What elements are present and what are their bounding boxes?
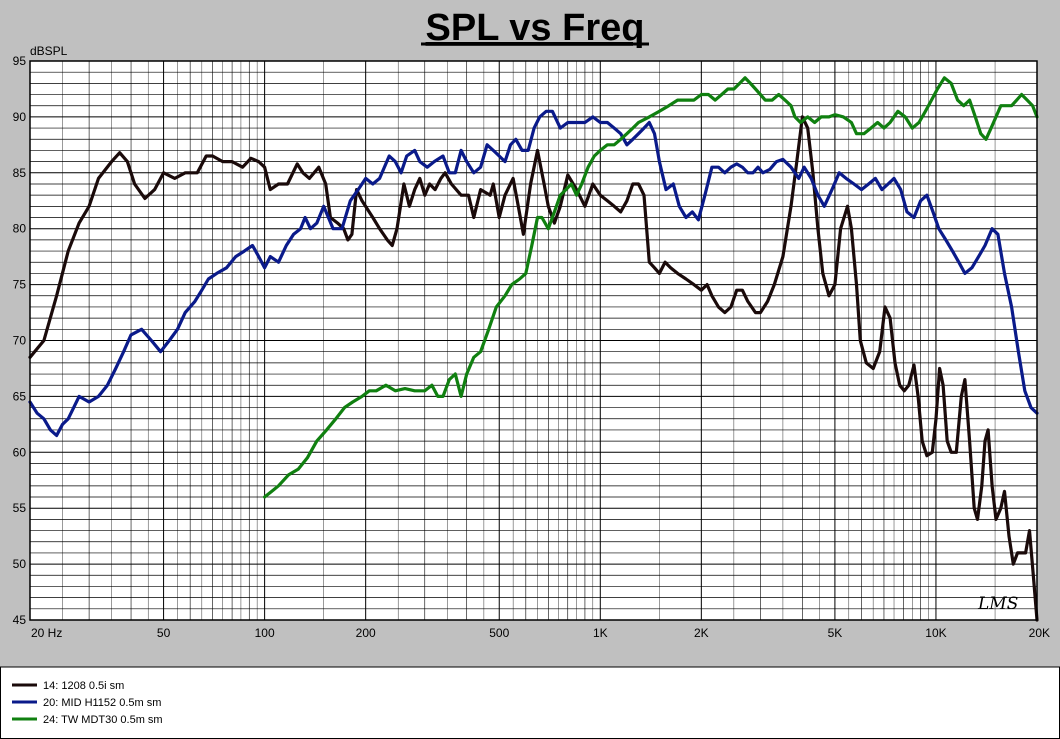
y-tick-label: 85 <box>13 166 27 180</box>
x-tick-label: 50 <box>157 626 171 640</box>
legend-label: 20: MID H1152 0.5m sm <box>43 697 161 709</box>
y-tick-label: 80 <box>13 222 27 236</box>
chart-title: SPL vs Freq <box>426 7 645 49</box>
legend: 14: 1208 0.5i sm 20: MID H1152 0.5m sm 24:… <box>12 680 163 726</box>
plot-frame <box>29 60 1038 621</box>
series-line-3 <box>263 76 1039 499</box>
x-tick-label: 1K <box>593 626 608 640</box>
legend-entry: 14: 1208 0.5i sm <box>12 680 124 692</box>
x-tick-label: 100 <box>255 626 275 640</box>
x-tick-labels: 20 Hz 50 100 200 500 1K 2K 5K 10K 20K <box>31 626 1050 640</box>
y-tick-label: 50 <box>13 557 27 571</box>
series-line-2 <box>28 109 1039 438</box>
y-tick-label: 95 <box>13 54 27 68</box>
y-tick-label: 75 <box>13 278 27 292</box>
x-tick-label: 20K <box>1029 626 1050 640</box>
y-tick-label: 70 <box>13 334 27 348</box>
legend-entry: 24: TW MDT30 0.5m sm <box>12 714 163 726</box>
x-tick-label: 10K <box>925 626 946 640</box>
legend-entry: 20: MID H1152 0.5m sm <box>12 697 161 709</box>
y-axis-label: dBSPL <box>30 44 68 58</box>
y-tick-label: 45 <box>13 613 27 627</box>
lms-watermark: LMS <box>977 594 1018 614</box>
y-tick-label: 55 <box>13 501 27 515</box>
y-tick-label: 60 <box>13 445 27 459</box>
x-tick-label: 2K <box>694 626 709 640</box>
x-tick-label: 5K <box>828 626 843 640</box>
legend-label: 14: 1208 0.5i sm <box>43 680 124 692</box>
legend-label: 24: TW MDT30 0.5m sm <box>43 714 163 726</box>
y-tick-label: 90 <box>13 110 27 124</box>
y-tick-labels: 45 50 55 60 65 70 75 80 85 90 95 <box>13 54 27 627</box>
x-tick-label: 500 <box>489 626 509 640</box>
series-line-1 <box>28 115 1039 622</box>
y-tick-label: 65 <box>13 389 27 403</box>
legend-box <box>0 666 1060 739</box>
x-tick-label: 200 <box>356 626 376 640</box>
series-layer <box>28 76 1039 622</box>
x-tick-label: 20 Hz <box>31 626 62 640</box>
